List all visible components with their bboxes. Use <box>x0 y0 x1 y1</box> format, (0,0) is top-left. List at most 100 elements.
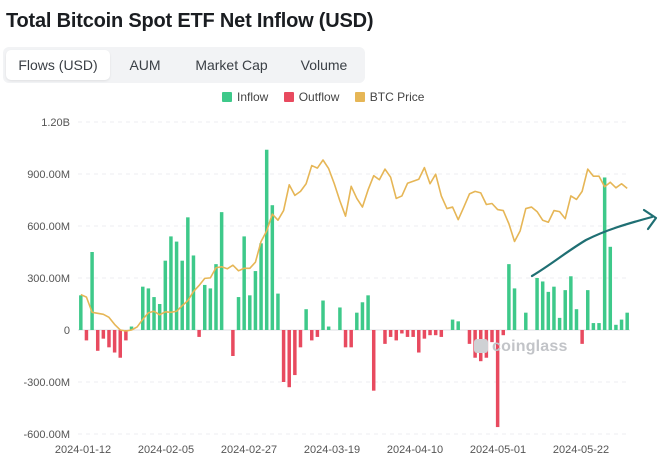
inflow-bar[interactable] <box>242 236 246 330</box>
inflow-bar[interactable] <box>129 326 134 330</box>
outflow-bar[interactable] <box>439 330 444 337</box>
inflow-bar[interactable] <box>186 217 190 330</box>
inflow-bar[interactable] <box>141 286 145 330</box>
outflow-bar[interactable] <box>388 330 393 337</box>
inflow-bar[interactable] <box>326 326 331 330</box>
outflow-bar[interactable] <box>433 330 438 336</box>
inflow-bar[interactable] <box>338 307 342 330</box>
inflow-bar[interactable] <box>524 312 528 330</box>
inflow-bar[interactable] <box>163 260 168 330</box>
inflow-bar[interactable] <box>214 264 218 330</box>
inflow-bar[interactable] <box>157 304 162 330</box>
inflow-bar[interactable] <box>202 284 207 330</box>
inflow-bar[interactable] <box>535 278 539 330</box>
outflow-bar[interactable] <box>298 330 303 348</box>
flow-bars <box>79 149 629 428</box>
outflow-bar[interactable] <box>281 330 286 382</box>
inflow-bar[interactable] <box>146 288 151 330</box>
tab-aum[interactable]: AUM <box>129 57 161 73</box>
inflow-bar[interactable] <box>355 312 359 330</box>
inflow-bar[interactable] <box>264 149 269 330</box>
inflow-bar[interactable] <box>270 205 275 330</box>
inflow-bar[interactable] <box>79 295 83 330</box>
legend-inflow[interactable]: Inflow <box>222 90 268 104</box>
inflow-bar[interactable] <box>563 290 567 330</box>
legend-btc-price[interactable]: BTC Price <box>354 90 425 104</box>
inflow-bar[interactable] <box>366 295 370 330</box>
outflow-bar[interactable] <box>107 330 111 348</box>
inflow-bar[interactable] <box>304 309 308 330</box>
inflow-bar[interactable] <box>276 293 280 330</box>
outflow-bar[interactable] <box>394 330 398 341</box>
inflow-bar[interactable] <box>152 297 156 330</box>
outflow-bar[interactable] <box>124 330 128 341</box>
outflow-bar[interactable] <box>95 330 100 351</box>
inflow-bar[interactable] <box>512 288 517 330</box>
outflow-bar[interactable] <box>349 330 353 348</box>
outflow-bar[interactable] <box>287 330 291 388</box>
outflow-bar[interactable] <box>428 330 432 336</box>
y-axis: 1.20B 900.00M 600.00M 300.00M 0 -300.00M -600.… <box>24 117 70 441</box>
inflow-bar[interactable] <box>219 212 224 330</box>
outflow-bar[interactable] <box>383 330 387 344</box>
inflow-bar[interactable] <box>591 323 596 330</box>
inflow-bar[interactable] <box>574 309 579 330</box>
outflow-bar[interactable] <box>118 330 122 358</box>
inflow-bar[interactable] <box>174 241 179 330</box>
outflow-bar[interactable] <box>371 330 376 391</box>
inflow-bar[interactable] <box>597 323 601 330</box>
tab-market-cap[interactable]: Market Cap <box>195 57 268 73</box>
arrowhead-icon <box>642 208 658 231</box>
inflow-bar[interactable] <box>248 295 252 330</box>
inflow-bar[interactable] <box>90 252 94 330</box>
x-tick-label: 2024-03-19 <box>304 444 360 456</box>
outflow-bar[interactable] <box>580 330 584 344</box>
outflow-bar[interactable] <box>101 330 106 339</box>
inflow-bar[interactable] <box>169 236 173 330</box>
outflow-bar[interactable] <box>293 330 297 376</box>
inflow-bar[interactable] <box>456 321 460 330</box>
outflow-bar[interactable] <box>422 330 427 339</box>
inflow-bar[interactable] <box>253 271 258 330</box>
outflow-bar[interactable] <box>197 330 201 337</box>
tab-volume[interactable]: Volume <box>300 57 348 73</box>
outflow-bar[interactable] <box>417 330 421 353</box>
inflow-bar[interactable] <box>608 246 613 330</box>
inflow-bar[interactable] <box>619 319 624 330</box>
inflow-bar[interactable] <box>507 264 511 330</box>
inflow-bar[interactable] <box>208 288 213 330</box>
inflow-bar[interactable] <box>546 291 551 330</box>
tab-flows[interactable]: Flows (USD) <box>6 50 110 80</box>
inflow-bar[interactable] <box>180 260 184 330</box>
inflow-bar[interactable] <box>614 324 618 330</box>
outflow-bar[interactable] <box>231 330 235 356</box>
coinglass-watermark: coinglass <box>474 338 568 356</box>
legend-outflow[interactable]: Outflow <box>283 90 339 104</box>
outflow-bar[interactable] <box>315 330 320 337</box>
outflow-bar[interactable] <box>343 330 348 348</box>
inflow-bar[interactable] <box>602 177 607 330</box>
inflow-bar[interactable] <box>569 276 573 330</box>
outflow-bar[interactable] <box>112 330 117 353</box>
inflow-bar[interactable] <box>236 297 241 330</box>
outflow-bar[interactable] <box>490 330 494 343</box>
outflow-bar[interactable] <box>405 330 410 337</box>
inflow-bar[interactable] <box>552 286 556 330</box>
inflow-bar[interactable] <box>540 281 545 330</box>
inflow-bar[interactable] <box>360 302 365 330</box>
legend-btc-price-label: BTC Price <box>369 90 425 104</box>
inflow-bar[interactable] <box>625 312 629 330</box>
outflow-bar[interactable] <box>495 330 500 428</box>
outflow-bar[interactable] <box>501 330 506 336</box>
outflow-bar[interactable] <box>310 330 314 341</box>
inflow-bar[interactable] <box>557 317 562 330</box>
inflow-bar[interactable] <box>259 243 263 330</box>
btc-price-series[interactable] <box>80 159 628 332</box>
outflow-bar[interactable] <box>400 330 404 334</box>
outflow-bar[interactable] <box>411 330 415 337</box>
outflow-bar[interactable] <box>467 330 472 344</box>
outflow-bar[interactable] <box>84 330 89 341</box>
inflow-bar[interactable] <box>586 290 590 330</box>
inflow-bar[interactable] <box>450 319 455 330</box>
inflow-bar[interactable] <box>321 300 325 330</box>
